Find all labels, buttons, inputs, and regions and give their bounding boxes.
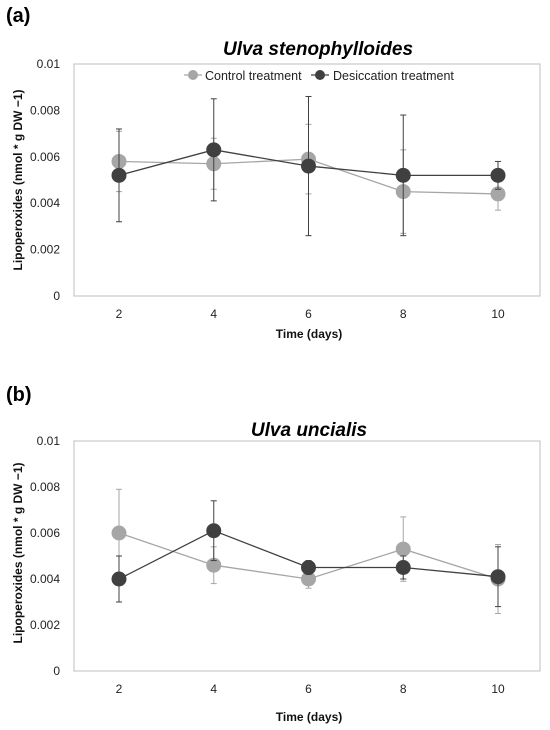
y-tick-label: 0.002: [30, 618, 60, 632]
x-tick-label: 6: [305, 682, 312, 696]
data-point: [301, 571, 316, 587]
x-tick-label: 2: [116, 682, 123, 696]
panel-a-legend: Control treatment Desiccation treatment: [184, 69, 454, 83]
x-tick-label: 10: [491, 682, 505, 696]
y-tick-label: 0.008: [30, 103, 60, 117]
y-tick-label: 0.008: [30, 480, 60, 494]
legend-control-marker: [188, 70, 198, 80]
panel-b-letter: (b): [6, 384, 32, 406]
x-tick-label: 8: [400, 682, 407, 696]
panel-a-y-axis-label: Lipoperoxides (nmol * g DW −1): [11, 89, 25, 270]
panel-b-x-axis-label: Time (days): [276, 710, 342, 724]
y-tick-label: 0.002: [30, 243, 60, 257]
y-tick-label: 0.006: [30, 526, 60, 540]
panel-b-plot-frame: [73, 440, 541, 672]
legend-desiccation-label: Desiccation treatment: [333, 69, 454, 83]
data-point: [111, 571, 127, 587]
y-tick-label: 0: [53, 289, 60, 303]
y-tick-label: 0.004: [30, 196, 60, 210]
data-point: [490, 167, 506, 183]
y-tick-label: 0.01: [37, 434, 61, 448]
data-point: [395, 560, 411, 575]
data-point: [206, 142, 222, 158]
x-tick-label: 10: [491, 307, 505, 321]
x-tick-label: 6: [305, 307, 312, 321]
x-tick-label: 2: [116, 307, 123, 321]
y-tick-label: 0.004: [30, 572, 60, 586]
x-tick-label: 4: [210, 307, 217, 321]
x-tick-label: 4: [210, 682, 217, 696]
panel-b-y-axis-label: Lipoperoxides (nmol * g DW −1): [11, 462, 25, 643]
series-control: [111, 488, 506, 614]
data-point: [206, 523, 222, 539]
series-desiccation: [111, 95, 506, 237]
data-point: [111, 167, 127, 183]
legend-control-label: Control treatment: [205, 69, 302, 83]
panel-a-marks: 0 0.002 0.004 0.006 0.008 0.01 2 4 6 8 10: [30, 57, 506, 321]
y-tick-label: 0.006: [30, 150, 60, 164]
x-tick-label: 8: [400, 307, 407, 321]
panel-b-title: Ulva uncialis: [251, 420, 367, 441]
data-point: [490, 569, 506, 585]
data-point: [301, 560, 316, 575]
panel-b-marks: 0 0.002 0.004 0.006 0.008 0.01 2 4 6 8 10: [30, 434, 506, 696]
panel-a-letter: (a): [6, 5, 30, 27]
data-point: [301, 158, 316, 174]
legend-desiccation-marker: [315, 70, 325, 80]
series-desiccation: [111, 500, 506, 608]
y-tick-label: 0: [53, 664, 60, 678]
panel-a-plot-frame: [73, 63, 541, 297]
data-point: [111, 525, 127, 541]
data-point: [395, 541, 411, 557]
panel-a-title: Ulva stenophylloides: [223, 39, 413, 60]
data-point: [206, 557, 222, 573]
data-point: [395, 167, 411, 183]
panel-a-x-axis-label: Time (days): [276, 327, 342, 341]
data-point: [490, 186, 506, 202]
y-tick-label: 0.01: [37, 57, 61, 71]
